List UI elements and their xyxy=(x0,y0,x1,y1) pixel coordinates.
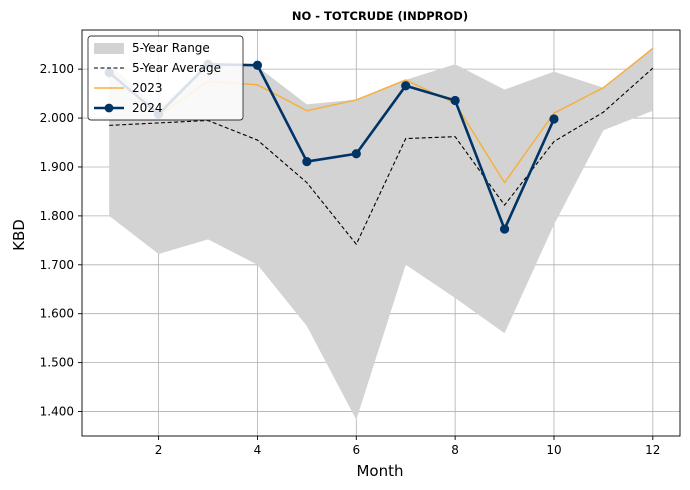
legend-box xyxy=(87,35,244,121)
legend-label-2023: 2023 xyxy=(132,81,163,95)
x-axis-label: Month xyxy=(356,462,403,480)
tick-labels: 2 4 6 8 10 12 1.400 1.500 1.600 1.700 1.800 1.900 2.… xyxy=(40,62,661,457)
data-point-2024-9 xyxy=(499,224,510,234)
x-tick-label: 2 xyxy=(155,443,163,457)
data-point-2024-8 xyxy=(450,95,460,106)
five-year-range-band xyxy=(109,47,653,420)
y-tick-label: 1.800 xyxy=(40,209,74,223)
data-point-2024-5 xyxy=(302,156,312,167)
axes-frame xyxy=(81,29,681,437)
legend-swatch-5-year-range xyxy=(94,43,124,54)
data-point-2024-6 xyxy=(351,149,361,159)
x-tick-label: 6 xyxy=(352,443,360,457)
y-tick-label: 2.000 xyxy=(40,111,74,125)
plot-area-border xyxy=(81,29,681,437)
x-tick-label: 10 xyxy=(546,443,561,457)
legend: 5-Year Range 5-Year Average 2023 2024 xyxy=(87,35,244,121)
x-tick-label: 4 xyxy=(254,443,262,457)
y-tick-label: 1.900 xyxy=(40,160,74,174)
data-point-2024-7 xyxy=(401,81,411,91)
series-line-5-year-average xyxy=(109,67,654,245)
y-tick-label: 1.600 xyxy=(40,307,74,321)
x-tick-label: 8 xyxy=(451,443,459,457)
x-tick-label: 12 xyxy=(645,443,660,457)
data-point-2024-4 xyxy=(252,60,263,70)
y-tick-label: 1.400 xyxy=(40,405,74,419)
y-tick-label: 1.700 xyxy=(40,258,74,272)
y-tick-label: 2.100 xyxy=(40,62,74,76)
data-point-2024-10 xyxy=(549,114,559,124)
legend-marker-2024 xyxy=(104,103,114,113)
range-band xyxy=(109,47,653,420)
legend-label-5-year-range: 5-Year Range xyxy=(132,41,210,55)
y-axis-label: KBD xyxy=(10,219,28,251)
chart-title: NO - TOTCRUDE (INDPROD) xyxy=(292,9,468,23)
y-tick-label: 1.500 xyxy=(40,356,74,370)
legend-label-5-year-average: 5-Year Average xyxy=(132,61,221,75)
legend-label-2024: 2024 xyxy=(132,101,163,115)
